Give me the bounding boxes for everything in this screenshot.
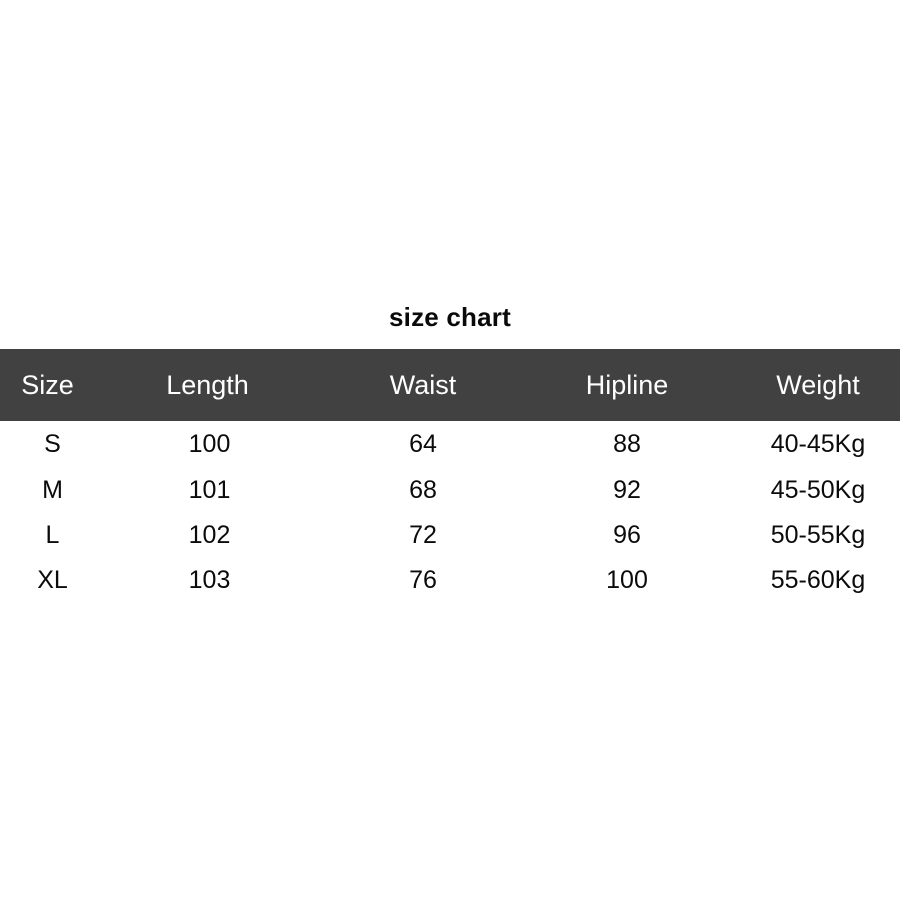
cell-size: XL [0, 558, 105, 603]
cell-waist: 72 [314, 513, 532, 558]
column-header-waist: Waist [389, 370, 457, 400]
cell-length: 101 [105, 468, 314, 513]
column-header-length: Length [166, 370, 249, 400]
size-chart-table: Size Length Waist Hipline Weight S 100 6… [0, 349, 900, 603]
cell-hipline: 100 [532, 558, 722, 603]
cell-hipline: 88 [532, 421, 722, 468]
column-header-hipline: Hipline [585, 370, 669, 400]
table-row: S 100 64 88 40-45Kg [0, 421, 900, 468]
cell-length: 102 [105, 513, 314, 558]
table-body: S 100 64 88 40-45Kg M 101 68 92 45-50Kg … [0, 421, 900, 603]
cell-length: 100 [105, 421, 314, 468]
cell-waist: 68 [314, 468, 532, 513]
cell-size: S [0, 421, 105, 468]
cell-waist: 76 [314, 558, 532, 603]
cell-hipline: 96 [532, 513, 722, 558]
column-header-size: Size [21, 370, 74, 400]
cell-size: L [0, 513, 105, 558]
table-row: XL 103 76 100 55-60Kg [0, 558, 900, 603]
table-header: Size Length Waist Hipline Weight [0, 349, 900, 421]
cell-weight: 50-55Kg [722, 513, 900, 558]
cell-weight: 45-50Kg [722, 468, 900, 513]
cell-weight: 40-45Kg [722, 421, 900, 468]
page-title: size chart [389, 302, 511, 332]
table-row: L 102 72 96 50-55Kg [0, 513, 900, 558]
table-header-row: Size Length Waist Hipline Weight [0, 349, 900, 421]
cell-size: M [0, 468, 105, 513]
cell-waist: 64 [314, 421, 532, 468]
table-row: M 101 68 92 45-50Kg [0, 468, 900, 513]
cell-length: 103 [105, 558, 314, 603]
cell-hipline: 92 [532, 468, 722, 513]
column-header-weight: Weight [776, 370, 860, 400]
cell-weight: 55-60Kg [722, 558, 900, 603]
